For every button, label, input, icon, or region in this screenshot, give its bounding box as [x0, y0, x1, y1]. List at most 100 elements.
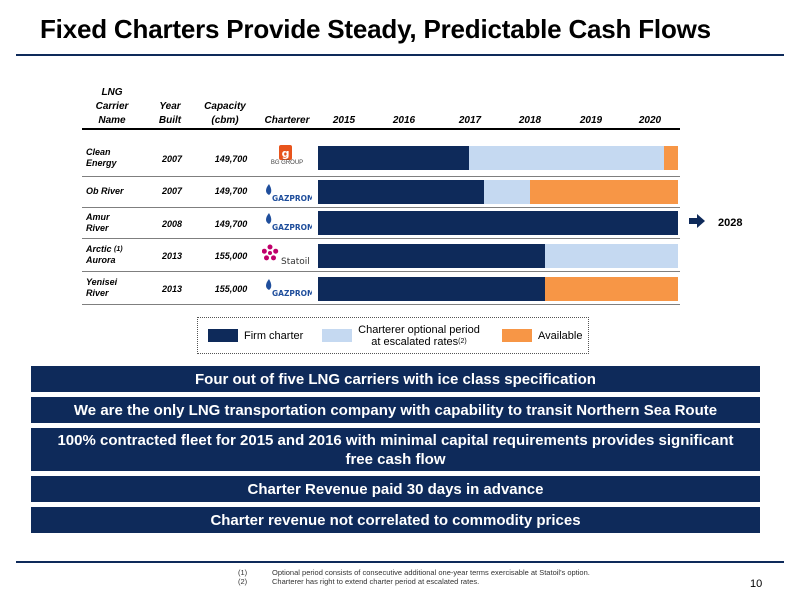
header-capacity-line: (cbm) [211, 115, 239, 126]
svg-text:g: g [282, 147, 290, 160]
carrier-name-line: Arctic [86, 244, 112, 254]
legend-firm-label: Firm charter [244, 330, 304, 342]
header-year-2016: 2016 [392, 115, 416, 126]
carrier-name-line: River [86, 223, 109, 233]
timeline-segment-avail [663, 146, 678, 170]
banner-text: Charter Revenue paid 30 days in advance [247, 480, 544, 498]
legend-firm-swatch [208, 329, 238, 342]
carrier-name-line: Ob River [86, 186, 124, 196]
capacity: 149,700 [214, 186, 248, 196]
header-name-line: Carrier [95, 101, 129, 112]
footnote-number: (1) [238, 568, 248, 577]
header-name-line: Name [98, 115, 126, 126]
gazprom-logo-text: GAZPROM [272, 194, 312, 203]
header-year-2015: 2015 [332, 115, 356, 126]
capacity: 155,000 [214, 251, 248, 261]
timeline-segment-opt [544, 244, 678, 268]
table-row: Clean Energy 2007 149,700 g BG GROUP [82, 145, 680, 173]
legend-optional-label: Charterer optional period at escalated r… [354, 324, 484, 348]
timeline-segment-avail [544, 277, 678, 301]
capacity: 155,000 [214, 284, 248, 294]
table-row: Arctic (1) Aurora 2013 155,000 Statoil [82, 242, 680, 270]
gazprom-logo: GAZPROM [262, 209, 315, 237]
banner-northern-sea-route: We are the only LNG transportation compa… [31, 397, 760, 423]
bg-group-logo-text: BG GROUP [270, 160, 304, 166]
legend-available-swatch [502, 329, 532, 342]
footnote-text: Charterer has right to extend charter pe… [272, 577, 480, 586]
header-year-line: Built [158, 115, 182, 126]
banner-text: 100% contracted fleet for 2015 and 2016 … [57, 431, 734, 449]
year-built: 2007 [161, 154, 183, 164]
carrier-name-line: River [86, 288, 109, 298]
row-divider [82, 176, 680, 177]
footnote-text: Optional period consists of consecutive … [272, 568, 590, 577]
carrier-name: Arctic (1) Aurora [86, 244, 123, 266]
table-row: Amur River 2008 149,700 GAZPROM [82, 209, 680, 237]
banner-text: We are the only LNG transportation compa… [73, 401, 718, 419]
carrier-name-line: Amur [86, 212, 110, 222]
page-number: 10 [750, 578, 763, 590]
row-divider [82, 271, 680, 272]
capacity: 149,700 [214, 154, 248, 164]
row-divider [82, 238, 680, 239]
banner-text: Charter revenue not correlated to commod… [210, 511, 581, 529]
carrier-name: Amur River [86, 212, 110, 234]
year-built: 2008 [161, 219, 183, 229]
header-year: Year Built [150, 100, 190, 128]
footnote-marker: (2) [458, 338, 467, 345]
charter-timeline-amur-river [318, 211, 678, 235]
banner-revenue-advance: Charter Revenue paid 30 days in advance [31, 476, 760, 502]
header-capacity: Capacity (cbm) [200, 100, 250, 128]
table-row: Yenisei River 2013 155,000 GAZPROM [82, 275, 680, 303]
legend-optional-line: Charterer optional period [358, 324, 480, 336]
gazprom-logo-text: GAZPROM [272, 223, 312, 232]
title-divider [16, 54, 784, 56]
header-divider [82, 128, 680, 130]
timeline-segment-firm [318, 244, 545, 268]
timeline-segment-firm [318, 146, 470, 170]
charter-timeline-ob-river [318, 180, 678, 204]
header-charterer: Charterer [264, 115, 310, 126]
timeline-segment-opt [483, 180, 531, 204]
carrier-name: Ob River [86, 186, 124, 197]
header-year-2020: 2020 [638, 115, 662, 126]
timeline-segment-firm [318, 277, 545, 301]
bg-group-logo: g BG GROUP [262, 145, 312, 173]
row-divider [82, 304, 680, 305]
header-name-line: LNG [101, 87, 123, 98]
row-divider [82, 207, 680, 208]
banner-text: free cash flow [345, 450, 446, 468]
statoil-logo-text: Statoil [281, 257, 310, 267]
legend-optional-line: at escalated rates [371, 336, 459, 348]
header-year-2018: 2018 [518, 115, 542, 126]
banner-not-correlated: Charter revenue not correlated to commod… [31, 507, 760, 533]
header-name: LNG Carrier Name [82, 86, 142, 128]
legend: Firm charter Charterer optional period a… [197, 317, 589, 354]
carrier-name: Yenisei River [86, 277, 117, 299]
timeline-segment-firm [318, 211, 678, 235]
charter-timeline-yenisei-river [318, 277, 678, 301]
table-row: Ob River 2007 149,700 GAZPROM [82, 180, 680, 208]
banner-ice-class: Four out of five LNG carriers with ice c… [31, 366, 760, 392]
timeline-segment-avail [530, 180, 678, 204]
header-year-2019: 2019 [579, 115, 603, 126]
banner-text: Four out of five LNG carriers with ice c… [195, 370, 596, 388]
carrier-name-line: Clean [86, 147, 111, 157]
gazprom-logo: GAZPROM [262, 180, 315, 208]
carrier-name-line: Aurora [86, 255, 116, 265]
legend-optional-swatch [322, 329, 352, 342]
timeline-segment-opt [469, 146, 664, 170]
carrier-name: Clean Energy [86, 147, 117, 169]
footnote-marker: (1) [114, 246, 123, 253]
page-title: Fixed Charters Provide Steady, Predictab… [40, 14, 711, 44]
timeline-segment-firm [318, 180, 484, 204]
footnote-number: (2) [238, 577, 248, 586]
year-built: 2013 [161, 284, 183, 294]
footer-divider [16, 561, 784, 563]
gazprom-logo: GAZPROM [262, 275, 315, 303]
year-built: 2007 [161, 186, 183, 196]
carrier-name-line: Energy [86, 158, 117, 168]
extension-year: 2028 [718, 217, 743, 229]
banner-contracted-fleet: 100% contracted fleet for 2015 and 2016 … [31, 428, 760, 471]
header-year-2017: 2017 [458, 115, 482, 126]
